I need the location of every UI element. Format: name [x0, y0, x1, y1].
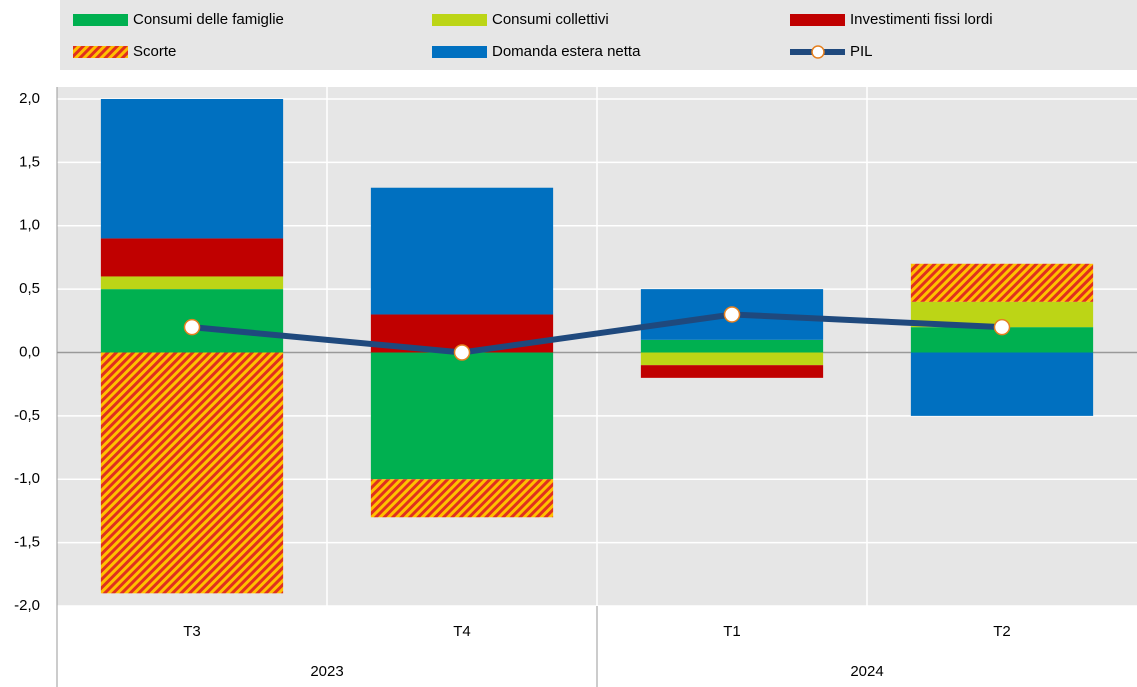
marker: [453, 344, 471, 361]
bar-segment: [910, 263, 1094, 302]
bar-segment: [100, 352, 284, 594]
group-label: 2024: [850, 663, 883, 680]
marker: [183, 318, 201, 336]
legend-swatch: [790, 14, 845, 26]
bar-segment: [100, 99, 284, 239]
legend-swatch: [73, 46, 128, 58]
x-tick-label: T4: [453, 623, 471, 640]
legend-label: Consumi collettivi: [492, 11, 609, 28]
bar-segment: [640, 365, 824, 378]
y-tick-label: -0,5: [14, 407, 40, 424]
y-tick-label: 1,5: [19, 153, 40, 170]
y-tick-label: 0,5: [19, 280, 40, 297]
legend-swatch: [73, 14, 128, 26]
bar-segment: [370, 479, 554, 518]
y-tick-label: -2,0: [14, 597, 40, 614]
marker: [723, 306, 741, 323]
bar-segment: [100, 276, 284, 290]
bar-segment: [640, 352, 824, 366]
x-tick-label: T3: [183, 623, 201, 640]
legend-label: PIL: [850, 43, 873, 60]
x-tick-label: T2: [993, 623, 1011, 640]
marker: [993, 318, 1011, 336]
x-tick-label: T1: [723, 623, 741, 640]
y-tick-label: -1,0: [14, 470, 40, 487]
bar-segment: [910, 352, 1094, 416]
y-tick-label: 2,0: [19, 90, 40, 107]
bar-segment: [370, 352, 554, 480]
bar-segment: [100, 238, 284, 277]
legend-label: Domanda estera netta: [492, 43, 641, 60]
bar-segment: [370, 187, 554, 315]
legend-label: Consumi delle famiglie: [133, 11, 284, 28]
legend-label: Investimenti fissi lordi: [850, 11, 993, 28]
y-tick-label: 1,0: [19, 217, 40, 234]
legend-swatch: [432, 46, 487, 58]
legend-box: [60, 0, 1137, 70]
group-label: 2023: [310, 663, 343, 680]
legend-label: Scorte: [133, 43, 176, 60]
y-tick-label: -1,5: [14, 534, 40, 551]
bar-segment: [640, 339, 824, 353]
line: [191, 311, 1003, 356]
legend-swatch: [432, 14, 487, 26]
legend-marker: [811, 45, 825, 59]
y-tick-label: 0,0: [19, 343, 40, 360]
